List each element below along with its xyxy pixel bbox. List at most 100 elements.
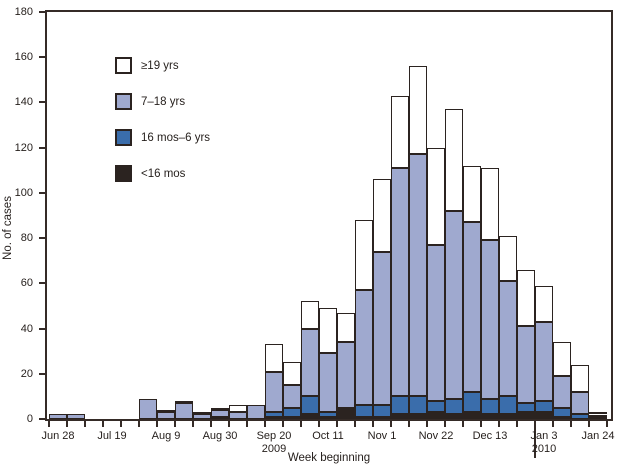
bar-segment bbox=[355, 405, 373, 417]
x-tick bbox=[480, 421, 482, 427]
bar-segment bbox=[337, 312, 355, 343]
bar-segment bbox=[265, 371, 283, 413]
y-tick bbox=[39, 11, 45, 13]
x-tick-label: Aug 9 bbox=[151, 430, 181, 442]
bar-segment bbox=[463, 165, 481, 223]
bar-segment bbox=[445, 398, 463, 415]
bar-segment bbox=[535, 285, 553, 322]
bar-segment bbox=[553, 407, 571, 417]
x-tick bbox=[318, 421, 320, 427]
x-tick bbox=[156, 421, 158, 427]
y-tick bbox=[39, 237, 45, 240]
bar-segment bbox=[427, 244, 445, 401]
bar-segment bbox=[517, 326, 535, 404]
x-tick bbox=[246, 421, 248, 427]
x-tick bbox=[192, 421, 194, 427]
bar-segment bbox=[553, 342, 571, 377]
bar-segment bbox=[499, 414, 517, 419]
y-tick-label: 100 bbox=[14, 186, 33, 199]
bar-segment bbox=[499, 281, 517, 397]
x-tick-label: Aug 30 bbox=[202, 430, 238, 442]
bar-segment bbox=[49, 414, 67, 419]
plot-area: ≥19 yrs 7–18 yrs 16 mos–6 yrs <16 mos bbox=[45, 10, 613, 421]
bar-segment bbox=[517, 269, 535, 327]
y-tick bbox=[39, 191, 45, 194]
y-tick-label: 20 bbox=[20, 367, 33, 380]
x-tick bbox=[138, 421, 140, 427]
bar-segment bbox=[265, 344, 283, 372]
x-tick bbox=[228, 421, 230, 427]
x-tick-label: Jan 24 bbox=[581, 430, 615, 442]
x-tick-label: Nov 22 bbox=[418, 430, 454, 442]
x-tick bbox=[516, 421, 518, 427]
bar-segment bbox=[445, 210, 463, 399]
bar-segment bbox=[427, 400, 445, 413]
bar-segment bbox=[481, 168, 499, 241]
bar-segment bbox=[517, 403, 535, 413]
bar-segment bbox=[157, 412, 175, 419]
legend-swatch-ge19 bbox=[115, 57, 132, 74]
bar-segment bbox=[175, 400, 193, 404]
x-tick-label: Oct 11 bbox=[312, 430, 344, 442]
y-tick bbox=[39, 56, 45, 59]
legend-swatch-lt16mos bbox=[115, 165, 132, 182]
y-tick-label: 0 bbox=[26, 413, 33, 425]
bar-segment bbox=[283, 362, 301, 386]
bar-segment bbox=[175, 403, 193, 419]
x-tick-label: Sep 20 bbox=[256, 430, 292, 442]
bar-segment bbox=[265, 416, 283, 419]
bar-segment bbox=[319, 416, 337, 419]
y-tick-label: 40 bbox=[20, 322, 33, 335]
bar-segment bbox=[319, 353, 337, 413]
bar-segment bbox=[463, 222, 481, 392]
bar-segment bbox=[571, 414, 589, 419]
x-tick-label: Jan 3 bbox=[530, 430, 558, 442]
x-tick bbox=[426, 421, 428, 427]
bar-segment bbox=[283, 385, 301, 408]
bar-segment bbox=[499, 396, 517, 415]
year-label: 2009 bbox=[261, 443, 287, 455]
y-axis: 0 20 40 60 80 100 120 140 160 180 bbox=[0, 6, 45, 425]
y-tick bbox=[39, 418, 45, 420]
bar-segment bbox=[373, 179, 391, 252]
bar-segment bbox=[229, 412, 247, 419]
bar-segment bbox=[283, 416, 301, 419]
bar-segment bbox=[301, 414, 319, 419]
bar-segment bbox=[301, 328, 319, 397]
legend-label-lt16mos: <16 mos bbox=[141, 167, 186, 180]
bar-segment bbox=[193, 414, 211, 419]
bar-segment bbox=[373, 416, 391, 419]
bar-segment bbox=[571, 364, 589, 392]
bar-segment bbox=[373, 251, 391, 406]
bar-segment bbox=[571, 391, 589, 415]
bar-segment bbox=[589, 416, 607, 419]
x-tick bbox=[48, 421, 50, 427]
bar-segment bbox=[337, 409, 355, 419]
bar-segment bbox=[463, 412, 481, 419]
bar-segment bbox=[355, 416, 373, 419]
bar-segment bbox=[301, 301, 319, 329]
year-label: 2010 bbox=[531, 443, 557, 455]
x-axis-title: Week beginning bbox=[287, 452, 371, 464]
x-tick bbox=[606, 421, 608, 427]
x-tick bbox=[372, 421, 374, 427]
bar-segment bbox=[211, 416, 229, 419]
y-tick-label: 160 bbox=[14, 51, 33, 64]
bar-segment bbox=[535, 321, 553, 401]
y-tick bbox=[39, 101, 45, 104]
x-tick-label: Jun 28 bbox=[41, 430, 75, 442]
bar-segment bbox=[391, 396, 409, 415]
bar-segment bbox=[409, 66, 427, 155]
x-tick bbox=[84, 421, 86, 427]
bar-segment bbox=[517, 412, 535, 419]
legend-item-lt16mos: <16 mos bbox=[115, 165, 210, 182]
bar-segment bbox=[67, 414, 85, 419]
year-divider bbox=[534, 421, 536, 458]
y-tick-label: 60 bbox=[20, 277, 33, 290]
legend-label-7-18: 7–18 yrs bbox=[141, 95, 186, 108]
x-tick bbox=[354, 421, 356, 427]
bar-segment bbox=[373, 405, 391, 417]
legend-swatch-7-18 bbox=[115, 93, 132, 110]
y-tick bbox=[39, 282, 45, 285]
bar-segment bbox=[337, 342, 355, 408]
